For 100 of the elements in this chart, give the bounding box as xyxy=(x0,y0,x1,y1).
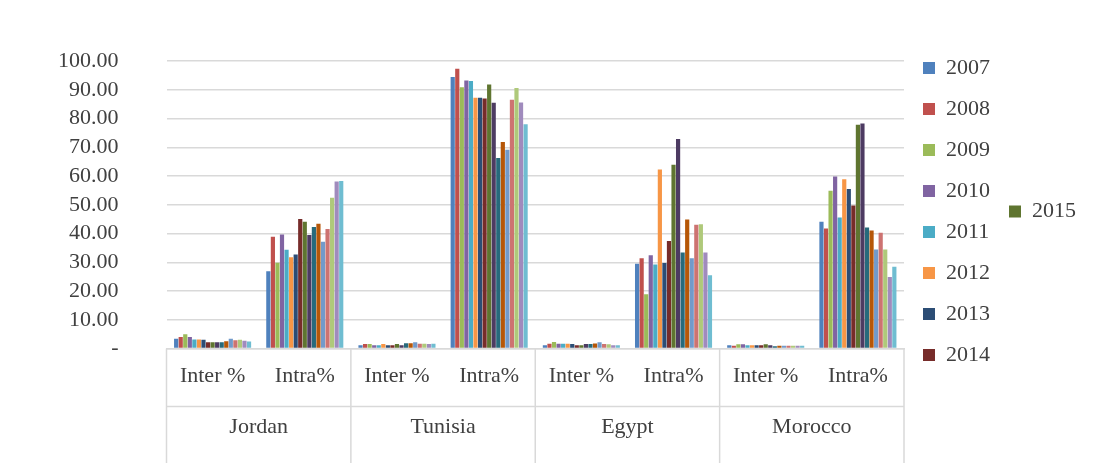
bar xyxy=(768,345,773,348)
bar xyxy=(431,343,436,348)
x-tick-label: Inter % xyxy=(548,361,615,387)
bar xyxy=(551,341,557,348)
y-tick-label: 90.00 xyxy=(69,75,119,101)
bar xyxy=(491,102,496,348)
bar xyxy=(887,277,892,348)
bar xyxy=(187,337,192,348)
bar xyxy=(675,139,681,348)
bar xyxy=(505,149,510,348)
text: Tunisia xyxy=(410,413,476,439)
x-tick-label: Inter % xyxy=(179,361,246,387)
bar xyxy=(694,224,699,348)
bar xyxy=(270,236,275,348)
bar xyxy=(698,224,703,348)
bar xyxy=(860,123,865,348)
bar xyxy=(464,80,469,348)
bar xyxy=(823,228,829,348)
legend-label: 2007 xyxy=(946,53,990,79)
bar xyxy=(644,294,649,348)
bar xyxy=(635,263,640,348)
x-tick-label: Intra% xyxy=(643,361,704,387)
bar xyxy=(657,169,662,348)
legend-label: 2011 xyxy=(946,217,990,243)
bar xyxy=(878,232,883,348)
bar xyxy=(763,344,768,348)
bar xyxy=(648,255,653,348)
bar xyxy=(869,230,874,348)
bar xyxy=(455,68,460,348)
y-tick-label: 30.00 xyxy=(69,248,119,274)
y-tick-label: 80.00 xyxy=(69,104,119,130)
bar xyxy=(592,343,598,348)
bar xyxy=(892,266,897,348)
text: Egypt xyxy=(601,413,654,439)
bar xyxy=(215,342,220,348)
bar xyxy=(523,124,528,348)
bar xyxy=(828,190,833,348)
bar xyxy=(611,345,616,348)
bar xyxy=(689,258,694,348)
bar xyxy=(233,340,238,348)
bar xyxy=(192,339,197,348)
bar xyxy=(417,343,422,348)
bar xyxy=(237,339,243,348)
bar xyxy=(685,219,690,348)
bar xyxy=(307,235,312,348)
bar xyxy=(597,342,602,348)
bar xyxy=(864,227,870,348)
bar xyxy=(842,179,847,348)
bar xyxy=(736,344,741,348)
bar xyxy=(279,234,285,348)
bar xyxy=(602,344,607,348)
bar xyxy=(325,229,330,348)
bar xyxy=(201,339,206,348)
bar xyxy=(362,344,368,348)
bar xyxy=(855,124,860,348)
y-tick-label: 50.00 xyxy=(69,190,119,216)
bar xyxy=(339,181,344,348)
bar xyxy=(653,264,658,348)
bar xyxy=(408,343,413,348)
bar xyxy=(330,197,335,348)
bar xyxy=(376,345,381,348)
bar xyxy=(671,164,676,348)
bar xyxy=(293,254,298,348)
bar xyxy=(390,345,395,348)
bar xyxy=(851,205,856,348)
bar xyxy=(473,97,478,348)
bar xyxy=(284,249,289,348)
bar xyxy=(606,344,611,348)
bar xyxy=(547,343,552,348)
bar xyxy=(413,342,418,348)
bar xyxy=(565,343,570,348)
bar xyxy=(556,343,561,348)
legend-label: 2014 xyxy=(946,340,990,366)
text: Jordan xyxy=(229,413,289,439)
y-tick-label: 10.00 xyxy=(69,305,119,331)
bar xyxy=(275,262,280,348)
legend-label: 2012 xyxy=(946,258,990,284)
bar xyxy=(205,342,211,348)
bar xyxy=(246,341,252,348)
bar xyxy=(367,344,372,348)
bar xyxy=(219,342,224,348)
bar xyxy=(518,102,524,348)
bar xyxy=(381,344,386,348)
bar xyxy=(450,77,455,348)
bar xyxy=(394,344,400,348)
bar xyxy=(500,141,505,348)
bar xyxy=(496,158,501,348)
bar xyxy=(588,344,593,348)
bar xyxy=(266,271,271,348)
legend-label: 2009 xyxy=(946,135,990,161)
bar xyxy=(426,344,431,348)
bar xyxy=(883,249,888,348)
y-tick-label: 40.00 xyxy=(69,219,119,245)
bar xyxy=(579,345,584,348)
bar xyxy=(487,84,492,348)
bar xyxy=(196,339,202,348)
bar xyxy=(399,345,404,348)
bar xyxy=(174,338,179,348)
bar xyxy=(334,181,339,348)
bar xyxy=(385,345,390,348)
